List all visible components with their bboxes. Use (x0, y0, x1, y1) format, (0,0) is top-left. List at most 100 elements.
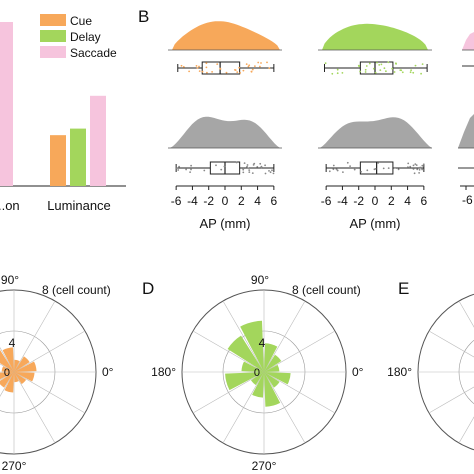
data-point (248, 171, 251, 174)
data-point (353, 168, 356, 171)
polar-spoke (192, 371, 265, 414)
boxplot-gray-row2-col1 (175, 161, 275, 175)
angle-label-270: 270° (2, 459, 27, 473)
data-point (195, 65, 198, 67)
data-point (346, 161, 349, 164)
data-point (245, 63, 248, 65)
data-point (198, 70, 201, 72)
data-point (374, 71, 377, 74)
data-point (416, 168, 419, 171)
x-tick-label: -4 (187, 194, 198, 208)
polar-bin-120 (227, 335, 264, 372)
legend-swatch-saccade (40, 46, 66, 58)
data-point (190, 164, 193, 167)
data-point (407, 162, 410, 165)
radial-tick-8-cell-count: 8 (cell count) (292, 283, 361, 297)
data-point (175, 167, 178, 170)
data-point (257, 61, 260, 64)
polar-spoke (263, 371, 306, 444)
data-point (271, 169, 273, 172)
data-point (421, 63, 424, 65)
polar-bin-300 (14, 372, 27, 385)
polar-spoke (13, 371, 56, 444)
polar-spoke (263, 300, 306, 373)
data-point (269, 171, 272, 174)
data-point (378, 64, 381, 66)
data-point (383, 67, 386, 70)
polar-spoke (428, 386, 474, 414)
data-point (203, 169, 206, 172)
legend-label-saccade: Saccade (70, 46, 117, 60)
data-point (385, 70, 387, 73)
angle-label-90: 90° (251, 273, 269, 287)
x-tick-label: 0 (222, 194, 229, 208)
polar-spoke (263, 330, 336, 373)
x-tick-label: -2 (203, 194, 214, 208)
data-point (215, 164, 217, 167)
polar-spoke (192, 330, 265, 373)
data-point (376, 61, 378, 64)
data-point (236, 71, 239, 73)
polar-bin-240 (252, 372, 264, 398)
data-point (243, 162, 246, 165)
data-point (336, 72, 339, 75)
data-point (256, 166, 259, 168)
polar-spoke (222, 371, 265, 444)
density-gray-row2-col2 (320, 117, 432, 148)
data-point (380, 63, 383, 66)
bar-category-label-0: ...on (0, 198, 20, 213)
data-point (418, 172, 420, 174)
data-point (250, 70, 253, 73)
data-point (259, 65, 261, 68)
x-tick-label: 4 (254, 194, 261, 208)
bar-legend: Cue Delay Saccade (40, 14, 117, 60)
data-point (219, 67, 222, 70)
polar-bin-120 (0, 349, 14, 372)
polar-bin-90 (240, 320, 264, 372)
angle-label-0: 0° (352, 365, 364, 379)
data-point (379, 69, 382, 71)
data-point (394, 166, 396, 169)
polar-bin-300 (264, 372, 280, 388)
boxplot-delay (324, 61, 428, 75)
data-point (260, 62, 262, 64)
data-point (387, 167, 390, 170)
x-axis-ap-col1: -6 -4 -2 0 2 4 6 (171, 185, 278, 208)
polar-bin-210 (251, 372, 264, 385)
data-point (419, 166, 422, 169)
data-point (185, 168, 188, 171)
data-point (268, 67, 271, 70)
radial-tick-4: 4 (9, 336, 16, 350)
bar-delay-luminance (70, 128, 86, 186)
data-point (188, 70, 191, 73)
data-point (180, 64, 183, 67)
data-point (238, 66, 241, 69)
data-point (409, 71, 412, 74)
x-axis-ap-col2: -6 -4 -2 0 2 4 6 (321, 185, 428, 208)
data-point (357, 64, 360, 67)
polar-spoke (458, 300, 474, 328)
data-point (412, 168, 415, 170)
data-point (242, 167, 245, 170)
polar-bin-270 (264, 372, 281, 407)
data-point (364, 71, 367, 73)
x-tick-label: 6 (271, 194, 278, 208)
data-point (341, 72, 344, 74)
data-point (391, 67, 394, 70)
polar-spoke (0, 371, 15, 397)
data-point (260, 166, 263, 169)
panel-label-e: E (398, 279, 409, 298)
polar-spoke (0, 347, 15, 373)
data-point (196, 67, 199, 69)
data-point (410, 69, 412, 72)
angle-label-270: 270° (252, 459, 277, 473)
data-point (377, 162, 379, 164)
polar-spoke (222, 300, 265, 373)
data-point (248, 64, 251, 67)
density-saccade-cropped (462, 32, 474, 50)
x-tick-label: 2 (238, 194, 245, 208)
data-point (198, 65, 200, 68)
data-point (332, 168, 335, 171)
data-point (374, 168, 377, 170)
data-point (421, 164, 424, 167)
